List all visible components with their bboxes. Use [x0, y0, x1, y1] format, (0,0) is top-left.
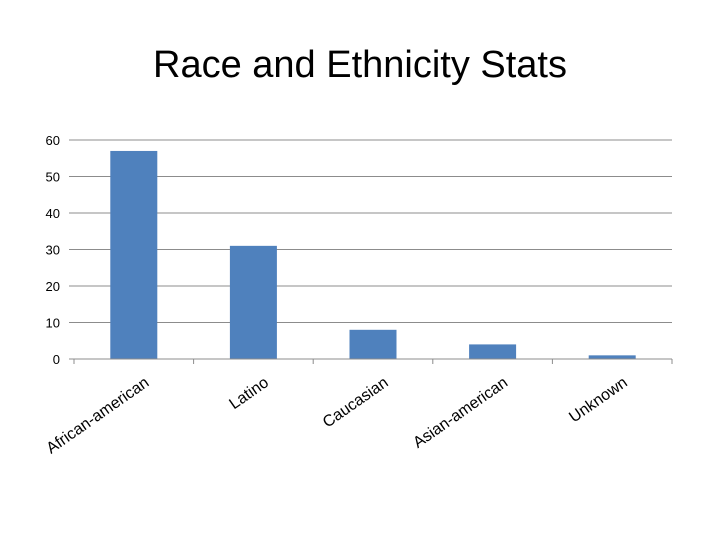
- category-label: Caucasian: [320, 374, 392, 431]
- y-tick-label: 0: [53, 352, 60, 367]
- x-axis: [73, 358, 673, 364]
- category-label: Unknown: [566, 374, 630, 426]
- y-tick-label: 50: [46, 170, 60, 185]
- category-label: Asian-american: [410, 374, 511, 452]
- category-label: Latino: [226, 374, 272, 413]
- bar-caucasian: [349, 329, 397, 359]
- bars: [110, 150, 636, 359]
- y-tick-label: 10: [46, 316, 60, 331]
- category-label: African-american: [44, 374, 153, 457]
- bar-african-american: [110, 150, 158, 359]
- y-tick-label: 20: [46, 279, 60, 294]
- y-tick-label: 40: [46, 206, 60, 221]
- bar-asian-american: [469, 344, 517, 359]
- bar-latino: [229, 245, 277, 359]
- chart-title: Race and Ethnicity Stats: [153, 44, 567, 86]
- gridlines: [69, 139, 672, 360]
- y-axis-ticks: 0 10 20 30 40 50 60: [46, 133, 60, 367]
- bar-unknown: [588, 355, 636, 359]
- y-tick-label: 60: [46, 133, 60, 148]
- category-labels: African-american Latino Caucasian Asian-ame…: [44, 374, 631, 457]
- y-tick-label: 30: [46, 243, 60, 258]
